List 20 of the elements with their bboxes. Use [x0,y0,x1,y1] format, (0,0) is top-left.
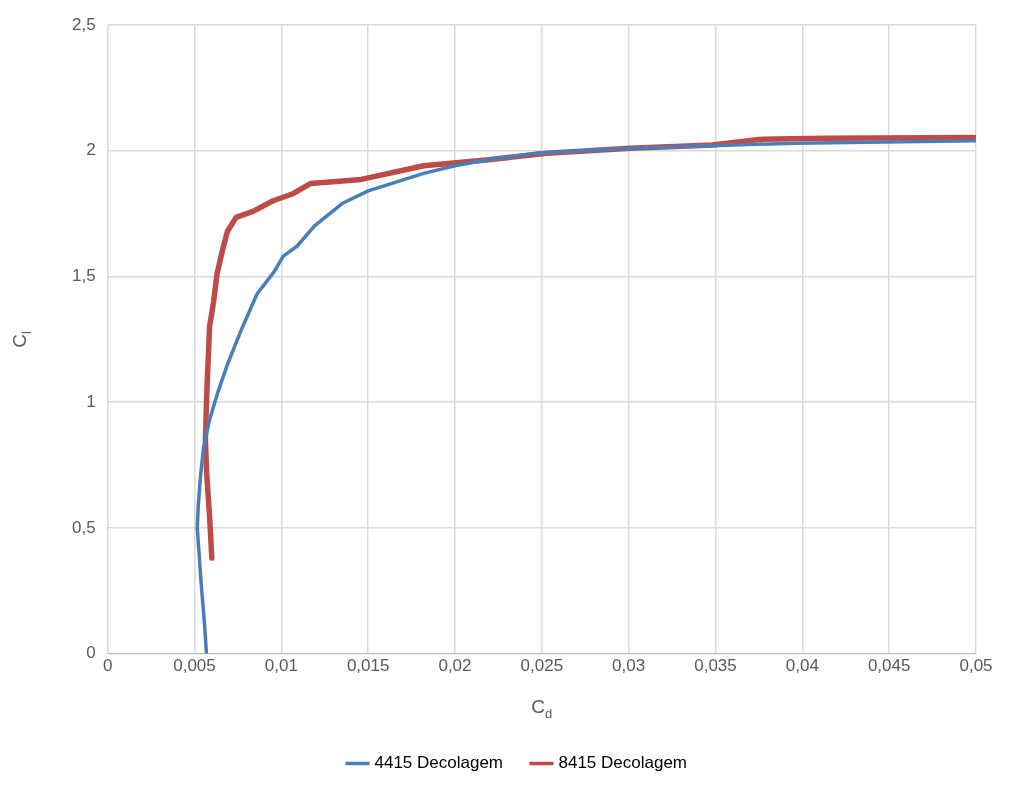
x-tick-label: 0,025 [520,656,564,676]
legend-label: 8415 Decolagem [558,753,688,773]
y-tick-label: 1,5 [71,266,96,286]
x-tick-label: 0,02 [438,656,472,676]
y-tick-label: 1 [86,391,96,411]
legend-label: 4415 Decolagem [374,753,503,773]
x-tick-label: 0,04 [785,656,819,676]
y-tick-label: 0 [86,643,96,663]
x-tick-label: 0 [102,656,113,676]
x-axis-title: C$_{d}$ [531,695,553,721]
x-tick-label: 0,01 [264,656,298,676]
x-tick-label: 0,035 [694,656,737,676]
x-tick-label: 0,045 [867,656,911,676]
y-tick-label: 2,5 [71,14,96,34]
x-tick-label: 0,03 [612,656,646,676]
x-tick-label: 0,05 [959,656,993,676]
x-tick-label: 0,015 [346,656,390,676]
x-tick-label: 0,005 [173,656,216,676]
y-tick-label: 0,5 [71,517,96,537]
y-tick-label: 2 [86,140,96,160]
